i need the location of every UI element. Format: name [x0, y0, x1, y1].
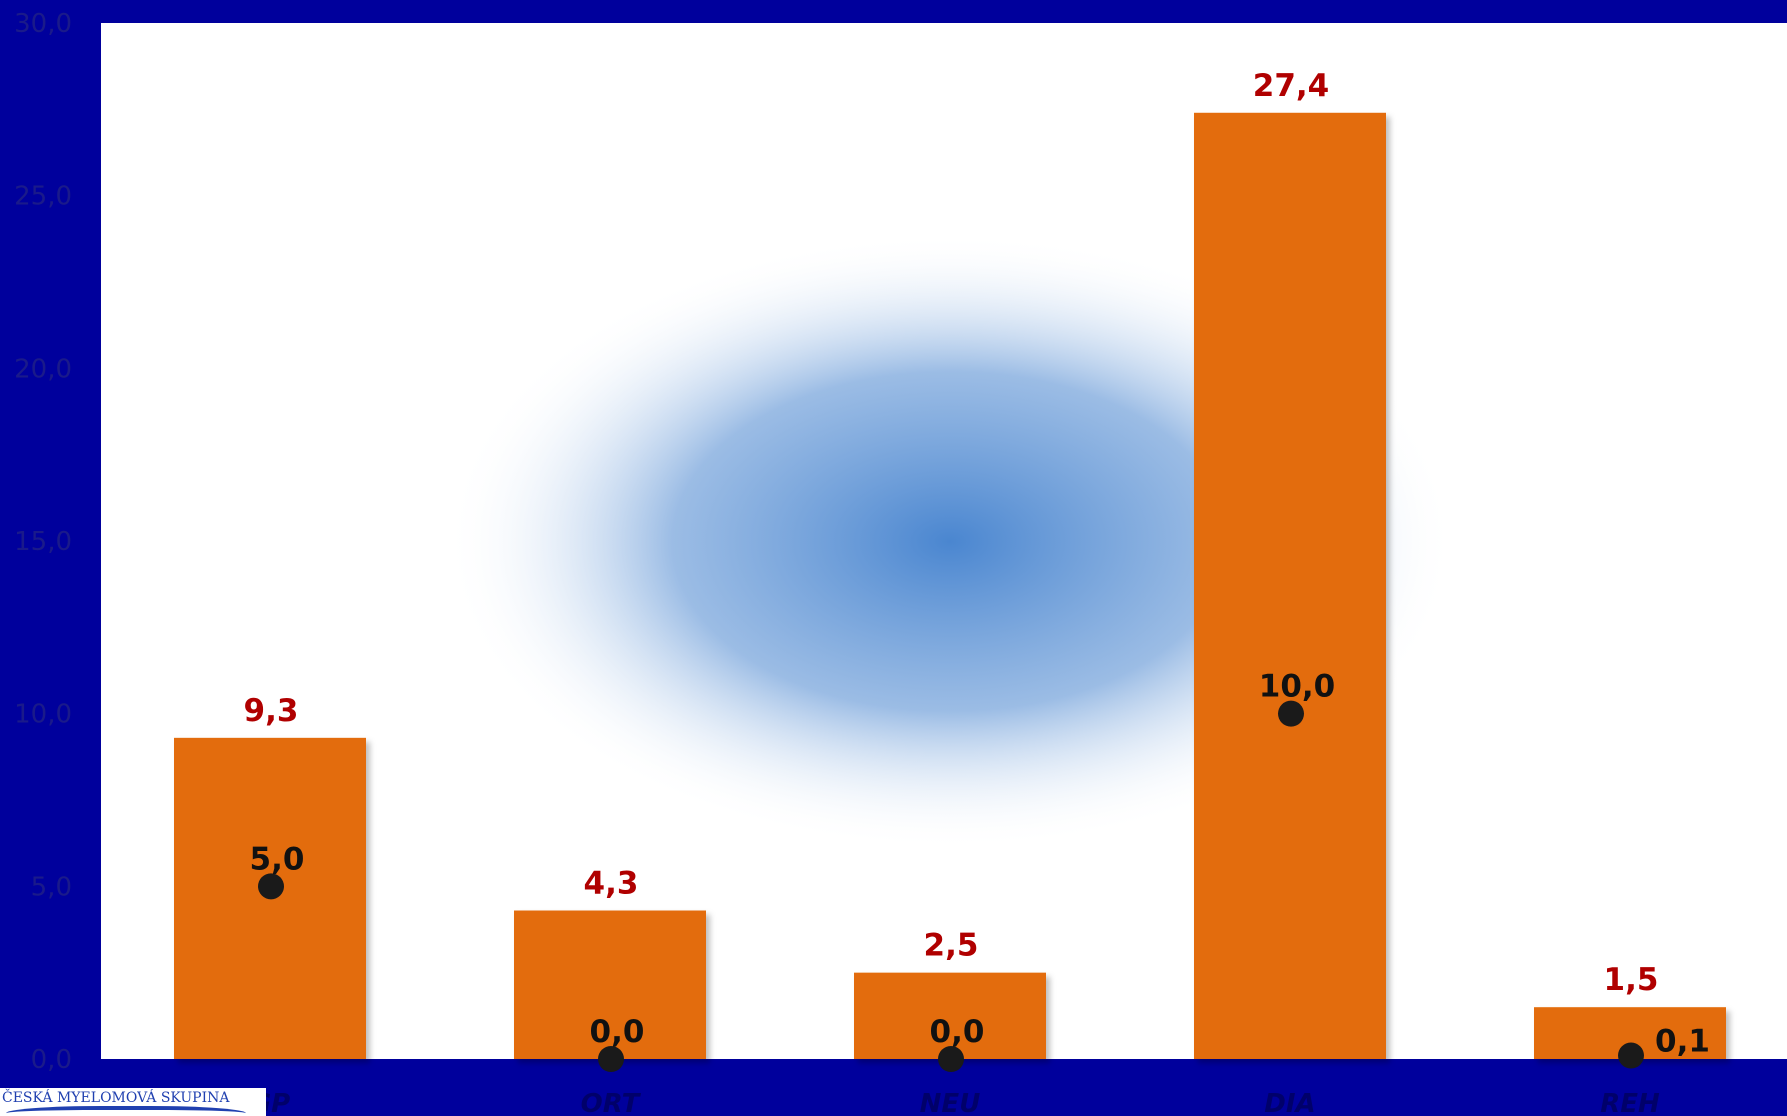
x-tick-label: ORT [581, 1089, 642, 1116]
y-axis: 0,0 5,0 10,0 15,0 20,0 25,0 30,0 [14, 9, 72, 1075]
point-value-label: 0,1 [1655, 1024, 1710, 1060]
x-axis: GP ORT NEU DIA REH [250, 1089, 1660, 1116]
data-point [598, 1046, 624, 1072]
logo: ČESKÁ MYELOMOVÁ SKUPINA [0, 1088, 266, 1116]
data-point [1278, 700, 1304, 727]
y-tick-label: 10,0 [14, 700, 72, 730]
point-value-label: 10,0 [1259, 669, 1336, 705]
bars: 9,3 4,3 2,5 27,4 1,5 [174, 68, 1726, 1059]
bar-value-label: 27,4 [1253, 68, 1330, 104]
x-tick-label: DIA [1264, 1089, 1315, 1116]
bar-value-label: 1,5 [1604, 962, 1659, 998]
data-point [938, 1046, 964, 1072]
logo-mark [6, 1106, 246, 1116]
bar [514, 910, 706, 1059]
point-value-label: 5,0 [250, 841, 305, 877]
point-value-label: 0,0 [930, 1014, 985, 1050]
x-tick-label: REH [1600, 1089, 1660, 1116]
y-tick-label: 0,0 [31, 1045, 72, 1075]
points: 5,0 0,0 0,0 10,0 0,1 [250, 669, 1710, 1072]
y-tick-label: 20,0 [14, 354, 72, 384]
point-value-label: 0,0 [590, 1014, 645, 1050]
logo-text: ČESKÁ MYELOMOVÁ SKUPINA [2, 1090, 230, 1106]
y-tick-label: 15,0 [14, 527, 72, 557]
data-point [258, 873, 284, 900]
bar-value-label: 2,5 [924, 928, 979, 964]
y-tick-label: 5,0 [31, 872, 72, 902]
bar [1194, 112, 1386, 1059]
bar [854, 972, 1046, 1059]
bar-value-label: 4,3 [584, 866, 639, 902]
bar-value-label: 9,3 [244, 693, 299, 729]
y-tick-label: 25,0 [14, 182, 72, 212]
x-tick-label: NEU [920, 1089, 981, 1116]
data-point [1618, 1042, 1644, 1069]
y-tick-label: 30,0 [14, 9, 72, 39]
